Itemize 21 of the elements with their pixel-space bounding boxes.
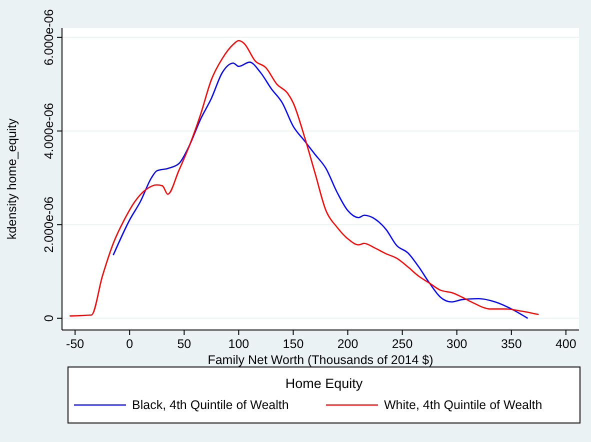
line-series [112, 62, 528, 319]
y-tick-label: 4.000e-06 [42, 102, 56, 160]
y-tick-label: 6.000e-06 [42, 9, 56, 66]
y-tick-label: 0 [42, 314, 56, 322]
x-tick-label: 300 [446, 337, 468, 351]
legend-label: White, 4th Quintile of Wealth [384, 398, 542, 412]
x-tick-label: -50 [66, 337, 84, 351]
x-tick-label: 200 [337, 337, 358, 351]
legend-title: Home Equity [285, 376, 363, 391]
x-tick-label: 0 [126, 337, 134, 351]
x-axis-title: Family Net Worth (Thousands of 2014 $) [208, 353, 434, 367]
y-axis-title: kdensity home_equity [5, 118, 19, 240]
line-series [68, 40, 540, 317]
x-tick-label: 150 [282, 337, 304, 351]
x-tick-label: 250 [392, 337, 413, 351]
x-tick-label: 350 [500, 337, 522, 351]
x-tick-label: 50 [177, 337, 192, 351]
legend-label: Black, 4th Quintile of Wealth [132, 398, 289, 412]
y-tick-label: 2.000e-06 [42, 196, 56, 253]
x-tick-label: 100 [228, 337, 250, 351]
x-tick-label: 400 [555, 337, 576, 351]
